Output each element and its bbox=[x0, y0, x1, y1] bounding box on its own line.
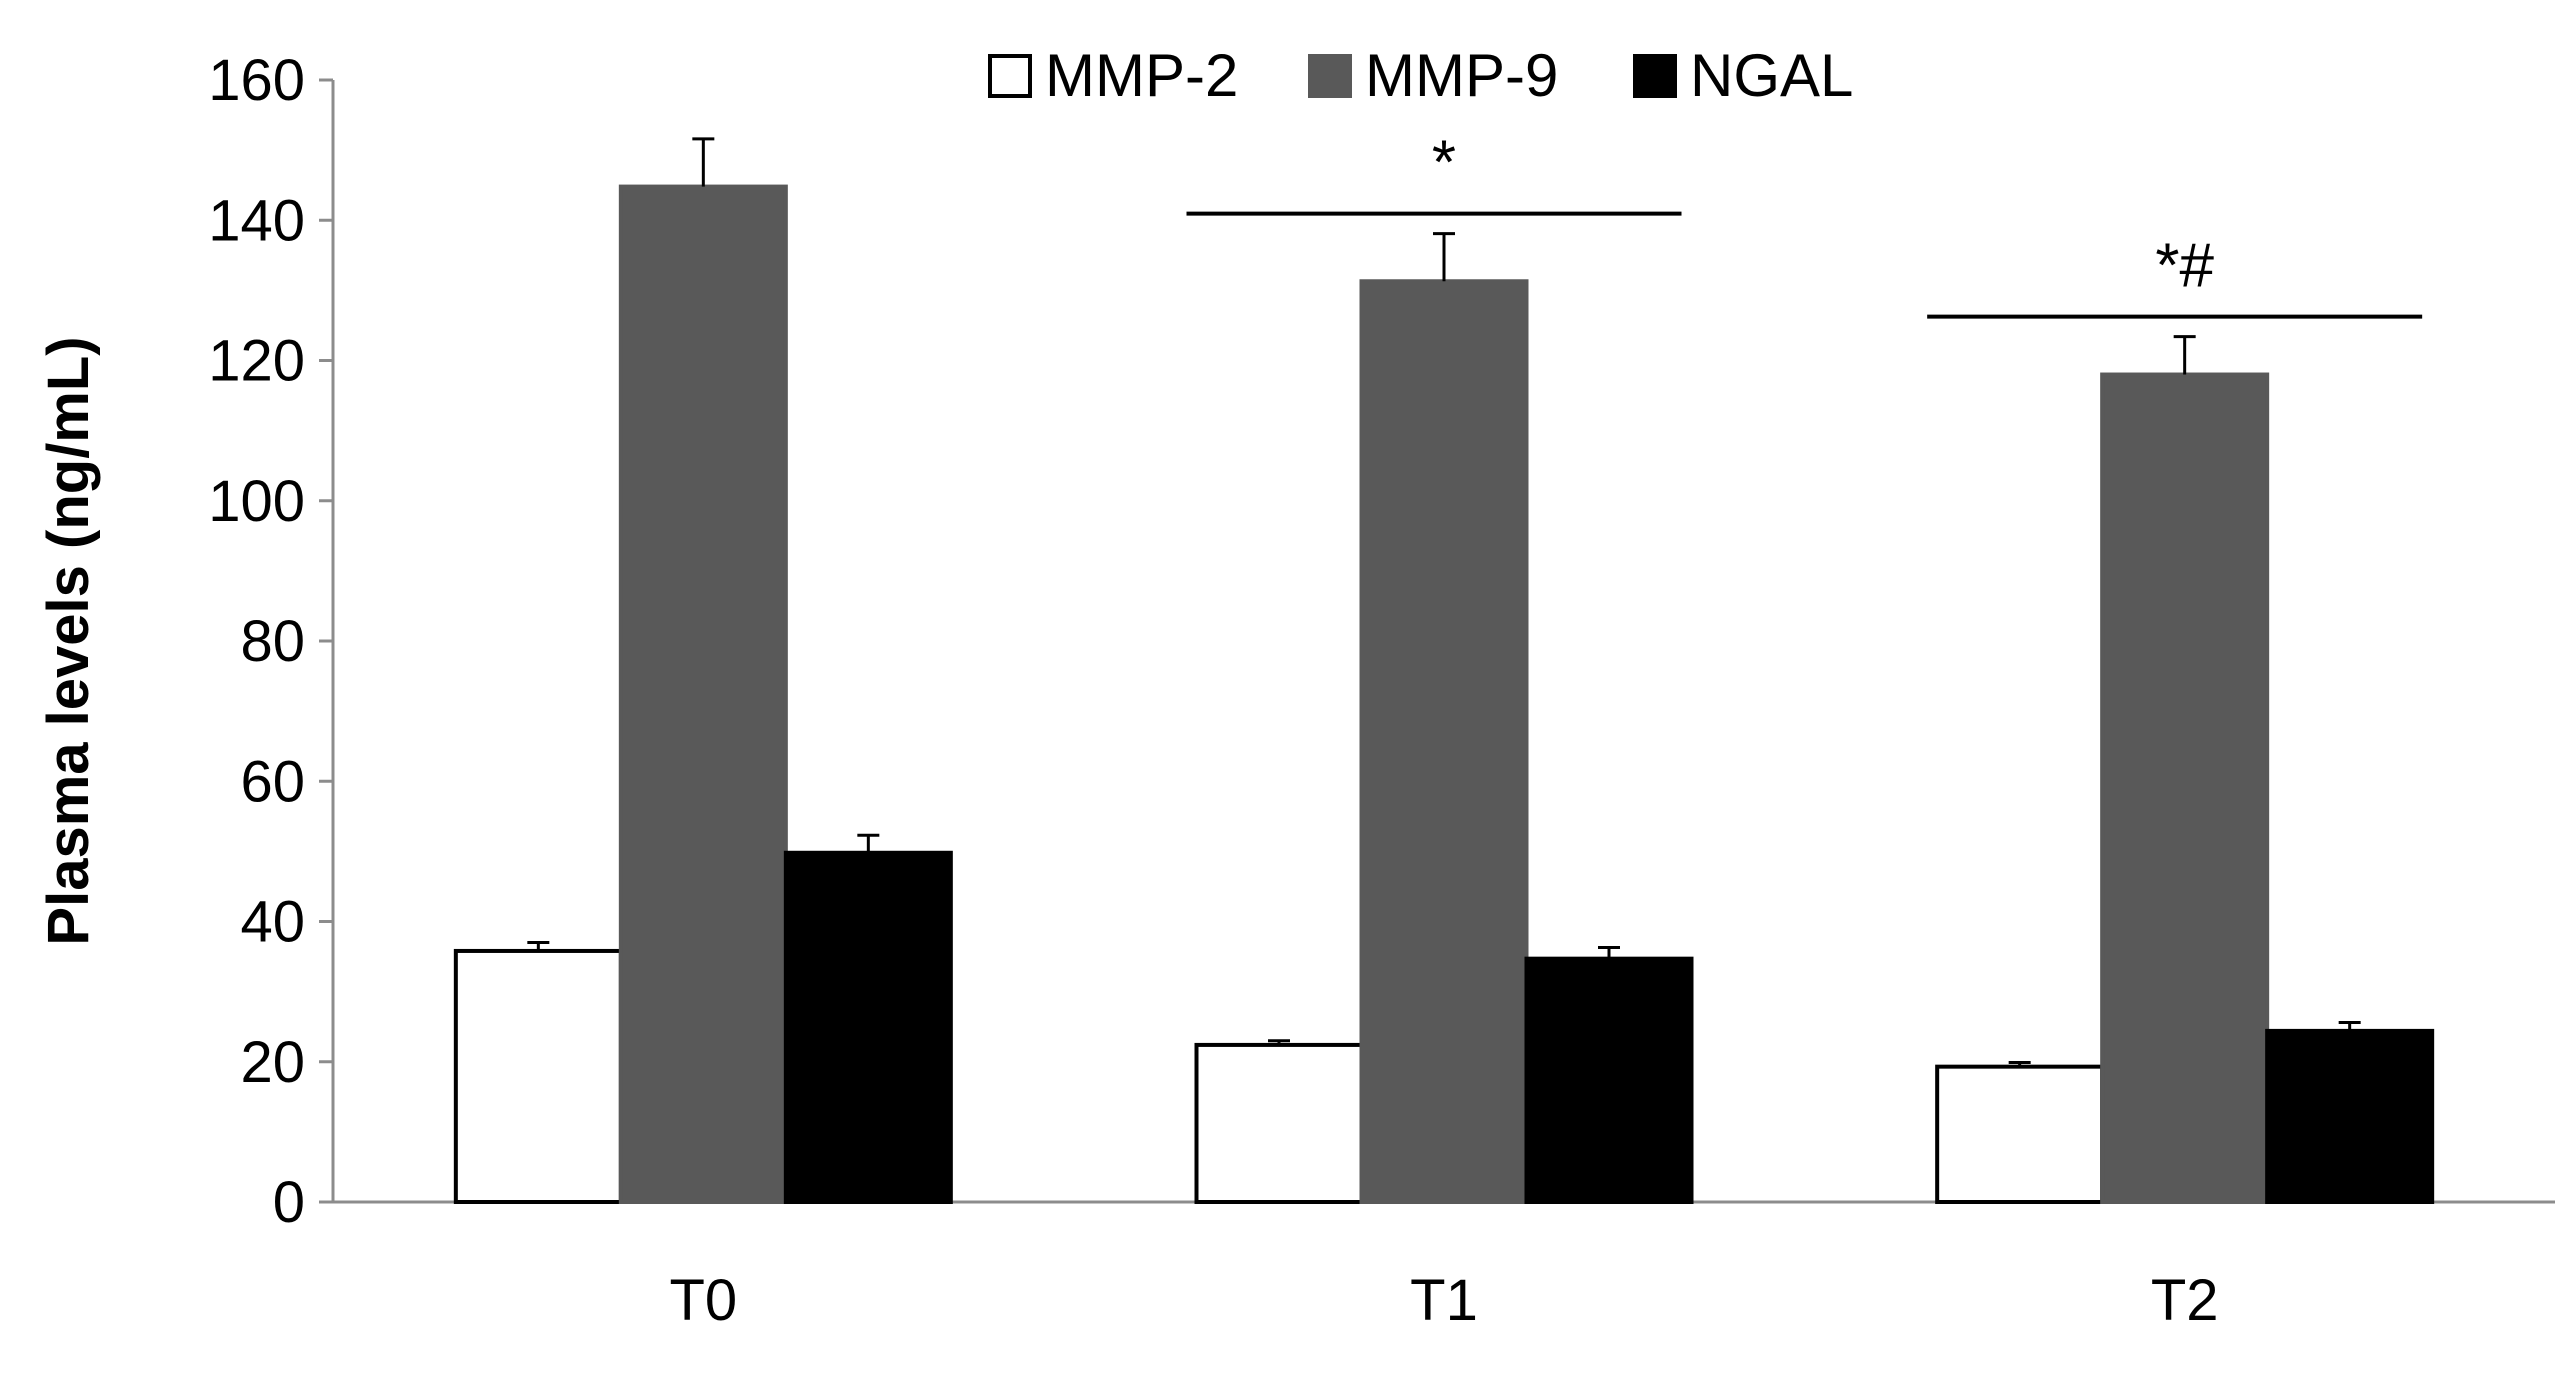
legend-swatch-mmp-9 bbox=[1308, 54, 1352, 98]
bar-mmp-9-t1 bbox=[1359, 279, 1529, 1205]
y-tick-label: 80 bbox=[240, 609, 305, 674]
bar-mmp-2-t1 bbox=[1194, 1042, 1364, 1205]
x-category-label: T1 bbox=[1410, 1268, 1478, 1333]
bar-ngal-t1 bbox=[1524, 956, 1694, 1205]
y-tick-label: 0 bbox=[273, 1170, 305, 1235]
legend-label-mmp-2: MMP-2 bbox=[1045, 42, 1238, 109]
bar-ngal-t2 bbox=[2265, 1028, 2435, 1205]
y-tick-label: 40 bbox=[240, 890, 305, 955]
y-tick-label: 120 bbox=[208, 329, 305, 394]
y-tick-label: 140 bbox=[208, 188, 305, 253]
significance-label: * bbox=[1432, 129, 1456, 198]
y-tick-label: 100 bbox=[208, 469, 305, 534]
legend-swatch-ngal bbox=[1633, 54, 1677, 98]
x-category-label: T2 bbox=[2151, 1268, 2219, 1333]
legend-label-mmp-9: MMP-9 bbox=[1365, 42, 1558, 109]
bar-mmp-2-t0 bbox=[453, 948, 623, 1205]
significance-label: *# bbox=[2155, 232, 2214, 301]
legend-swatch-mmp-2 bbox=[988, 54, 1032, 98]
y-tick-label: 160 bbox=[208, 48, 305, 113]
bar-mmp-9-t2 bbox=[2100, 372, 2270, 1204]
bar-ngal-t0 bbox=[783, 850, 953, 1205]
bar-mmp-9-t0 bbox=[618, 184, 788, 1204]
y-tick-label: 60 bbox=[240, 749, 305, 814]
y-tick-label: 20 bbox=[240, 1030, 305, 1095]
bar-mmp-2-t2 bbox=[1935, 1064, 2105, 1204]
x-category-label: T0 bbox=[669, 1268, 737, 1333]
legend-label-ngal: NGAL bbox=[1690, 42, 1853, 109]
y-axis-title: Plasma levels (ng/mL) bbox=[36, 336, 101, 945]
